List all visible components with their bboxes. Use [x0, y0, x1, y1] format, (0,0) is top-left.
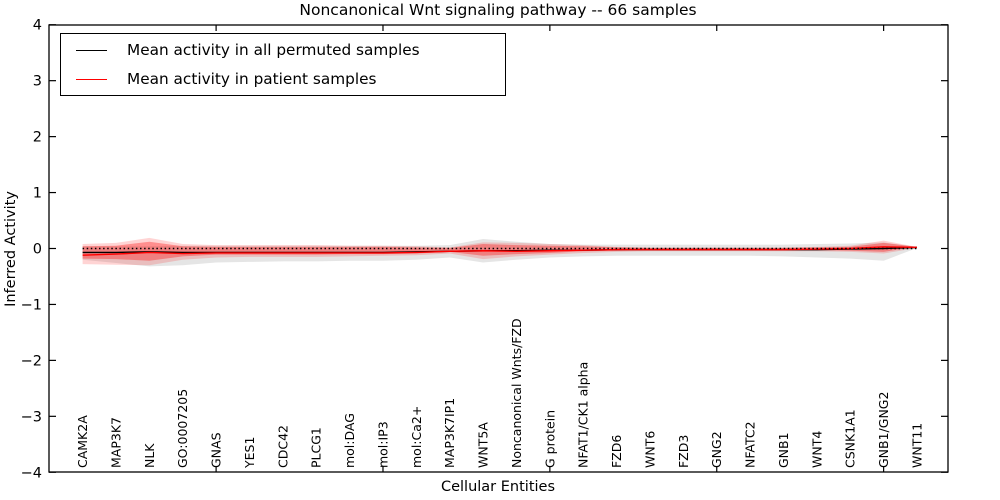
- x-category-label: PLCG1: [309, 427, 324, 468]
- x-category-label: FZD6: [609, 435, 624, 468]
- x-category-label: WNT11: [910, 423, 925, 468]
- x-category-label: NLK: [142, 443, 157, 468]
- y-tick-label: 0: [33, 242, 42, 258]
- x-category-label: MAP3K7IP1: [442, 398, 457, 468]
- x-category-label: YES1: [242, 437, 257, 469]
- x-category-label: WNT6: [642, 431, 657, 468]
- x-category-label: mol:Ca2+: [409, 406, 424, 468]
- legend-item-permuted: Mean activity in all permuted samples: [61, 36, 505, 65]
- x-axis-title: Cellular Entities: [440, 479, 556, 495]
- x-category-label: Noncanonical Wnts/FZD: [509, 318, 524, 468]
- y-tick-label: 3: [33, 74, 42, 90]
- x-category-label: WNT4: [809, 431, 824, 468]
- x-category-label: mol:DAG: [342, 413, 357, 468]
- line-Mean-activity-in-patient-samples: [82, 246, 918, 256]
- y-axis-title: Inferred Activity: [3, 191, 19, 307]
- y-tick-label: 4: [33, 18, 42, 34]
- x-category-label: NFATC2: [743, 421, 758, 468]
- legend-label-permuted: Mean activity in all permuted samples: [127, 41, 420, 59]
- legend-line-sample-patient: [76, 78, 107, 80]
- y-tick-label: 1: [33, 186, 42, 202]
- x-category-label: G protein: [542, 410, 557, 468]
- x-category-label: mol:IP3: [375, 421, 390, 468]
- x-category-label: CSNK1A1: [843, 409, 858, 468]
- x-category-label: GNG2: [709, 431, 724, 468]
- x-category-label: GNB1/GNG2: [876, 392, 891, 468]
- x-category-label: FZD3: [676, 435, 691, 468]
- y-tick-label: −1: [21, 297, 42, 313]
- x-category-label: CDC42: [275, 425, 290, 468]
- chart-title: Noncanonical Wnt signaling pathway -- 66…: [299, 1, 697, 19]
- y-tick-label: −2: [21, 353, 42, 369]
- x-category-label: GO:0007205: [175, 389, 190, 468]
- x-category-label: MAP3K7: [108, 417, 123, 468]
- legend-item-patient: Mean activity in patient samples: [61, 65, 505, 94]
- legend-label-patient: Mean activity in patient samples: [127, 70, 377, 88]
- x-category-label: NFAT1/CK1 alpha: [576, 362, 591, 468]
- y-tick-label: −3: [21, 409, 42, 425]
- legend-line-sample-permuted: [76, 49, 107, 51]
- x-category-label: CAMK2A: [75, 415, 90, 468]
- x-category-label: GNB1: [776, 432, 791, 468]
- x-category-label: WNT5A: [476, 422, 491, 468]
- x-category-label: GNAS: [209, 432, 224, 468]
- legend: Mean activity in all permuted samples Me…: [60, 33, 506, 96]
- y-tick-label: 2: [33, 130, 42, 146]
- y-tick-label: −4: [21, 465, 42, 481]
- band-permuted-samples-range: [82, 238, 918, 267]
